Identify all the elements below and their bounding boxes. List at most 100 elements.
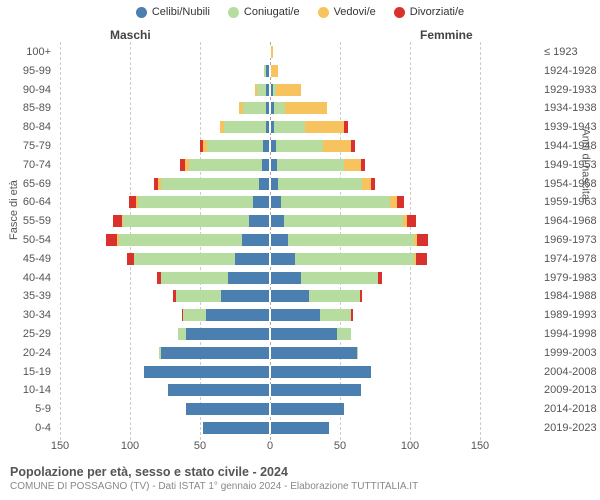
y-tick-age: 95-99 [0, 65, 55, 77]
bar-segment [106, 234, 117, 246]
y-axis-right: ≤ 19231924-19281929-19331934-19381939-19… [540, 42, 600, 440]
bar-segment [288, 234, 414, 246]
center-gap [269, 290, 271, 302]
y-tick-birth: 1984-1988 [540, 290, 600, 302]
x-tick: 0 [267, 440, 273, 452]
bar-segment [320, 309, 351, 321]
y-tick-birth: 2014-2018 [540, 403, 600, 415]
y-tick-birth: 2004-2008 [540, 366, 600, 378]
y-tick-age: 30-34 [0, 309, 55, 321]
female-bar [270, 384, 361, 396]
bar-segment [270, 384, 361, 396]
center-gap [269, 65, 271, 77]
female-bar [270, 196, 404, 208]
pyramid-row [60, 403, 480, 420]
bar-segment [119, 234, 242, 246]
bar-segment [168, 384, 270, 396]
center-gap [269, 215, 271, 227]
female-bar [270, 290, 362, 302]
y-tick-age: 80-84 [0, 121, 55, 133]
y-tick-age: 10-14 [0, 384, 55, 396]
bar-segment [357, 347, 358, 359]
y-tick-age: 40-44 [0, 272, 55, 284]
y-tick-birth: 1934-1938 [540, 102, 600, 114]
bar-segment [416, 253, 427, 265]
center-gap [269, 178, 271, 190]
bar-segment [161, 347, 270, 359]
y-tick-birth: 1929-1933 [540, 84, 600, 96]
y-tick-birth: 2019-2023 [540, 422, 600, 434]
bar-segment [178, 328, 186, 340]
male-bar [180, 159, 270, 171]
male-bar [178, 328, 270, 340]
male-bar [182, 309, 270, 321]
male-bar [203, 422, 270, 434]
legend-dot [318, 7, 329, 18]
population-pyramid-chart: Celibi/NubiliConiugati/eVedovi/eDivorzia… [0, 0, 600, 500]
pyramid-row [60, 328, 480, 345]
bar-segment [134, 253, 235, 265]
legend-label: Celibi/Nubili [152, 6, 210, 18]
chart-footer: Popolazione per età, sesso e stato civil… [10, 465, 590, 492]
bar-segment [397, 196, 404, 208]
bar-segment [278, 178, 362, 190]
bar-segment [270, 347, 357, 359]
bar-segment [284, 215, 403, 227]
pyramid-row [60, 196, 480, 213]
female-bar [270, 159, 365, 171]
y-tick-birth: 1944-1948 [540, 140, 600, 152]
bar-segment [270, 196, 281, 208]
y-tick-birth: 1969-1973 [540, 234, 600, 246]
bar-segment [242, 234, 270, 246]
y-tick-age: 20-24 [0, 347, 55, 359]
bar-segment [270, 328, 337, 340]
bar-segment [285, 102, 327, 114]
bar-segment [276, 140, 324, 152]
y-tick-birth: 1999-2003 [540, 347, 600, 359]
plot-area [60, 42, 480, 440]
header-female: Femmine [420, 28, 473, 42]
y-tick-age: 90-94 [0, 84, 55, 96]
bar-segment [323, 140, 351, 152]
female-bar [270, 215, 416, 227]
pyramid-row [60, 102, 480, 119]
legend-label: Coniugati/e [244, 6, 300, 18]
female-bar [270, 102, 327, 114]
y-tick-age: 75-79 [0, 140, 55, 152]
legend-dot [228, 7, 239, 18]
bar-segment [235, 253, 270, 265]
male-bar [144, 366, 270, 378]
pyramid-row [60, 215, 480, 232]
pyramid-row [60, 309, 480, 326]
bar-segment [224, 121, 266, 133]
chart-subtitle: COMUNE DI POSSAGNO (TV) - Dati ISTAT 1° … [10, 481, 590, 492]
pyramid-row [60, 159, 480, 176]
bar-segment [417, 234, 428, 246]
bar-segment [305, 121, 344, 133]
bar-segment [274, 102, 285, 114]
bar-segment [270, 215, 284, 227]
center-gap [269, 272, 271, 284]
male-bar [113, 215, 270, 227]
y-tick-birth: 1964-1968 [540, 215, 600, 227]
bar-segment [301, 272, 378, 284]
bar-segment [407, 215, 415, 227]
bar-segment [390, 196, 397, 208]
bar-segment [337, 328, 351, 340]
bar-segment [228, 272, 270, 284]
y-tick-age: 70-74 [0, 159, 55, 171]
x-tick: 50 [334, 440, 346, 452]
female-bar [270, 422, 329, 434]
bar-segment [129, 196, 136, 208]
pyramid-row [60, 121, 480, 138]
male-bar [220, 121, 270, 133]
bar-segment [127, 253, 134, 265]
y-tick-age: 0-4 [0, 422, 55, 434]
legend-dot [136, 7, 147, 18]
bar-segment [270, 253, 295, 265]
bar-segment [270, 65, 278, 77]
female-bar [270, 309, 353, 321]
bar-segment [281, 196, 390, 208]
pyramid-row [60, 253, 480, 270]
y-tick-birth: 1979-1983 [540, 272, 600, 284]
